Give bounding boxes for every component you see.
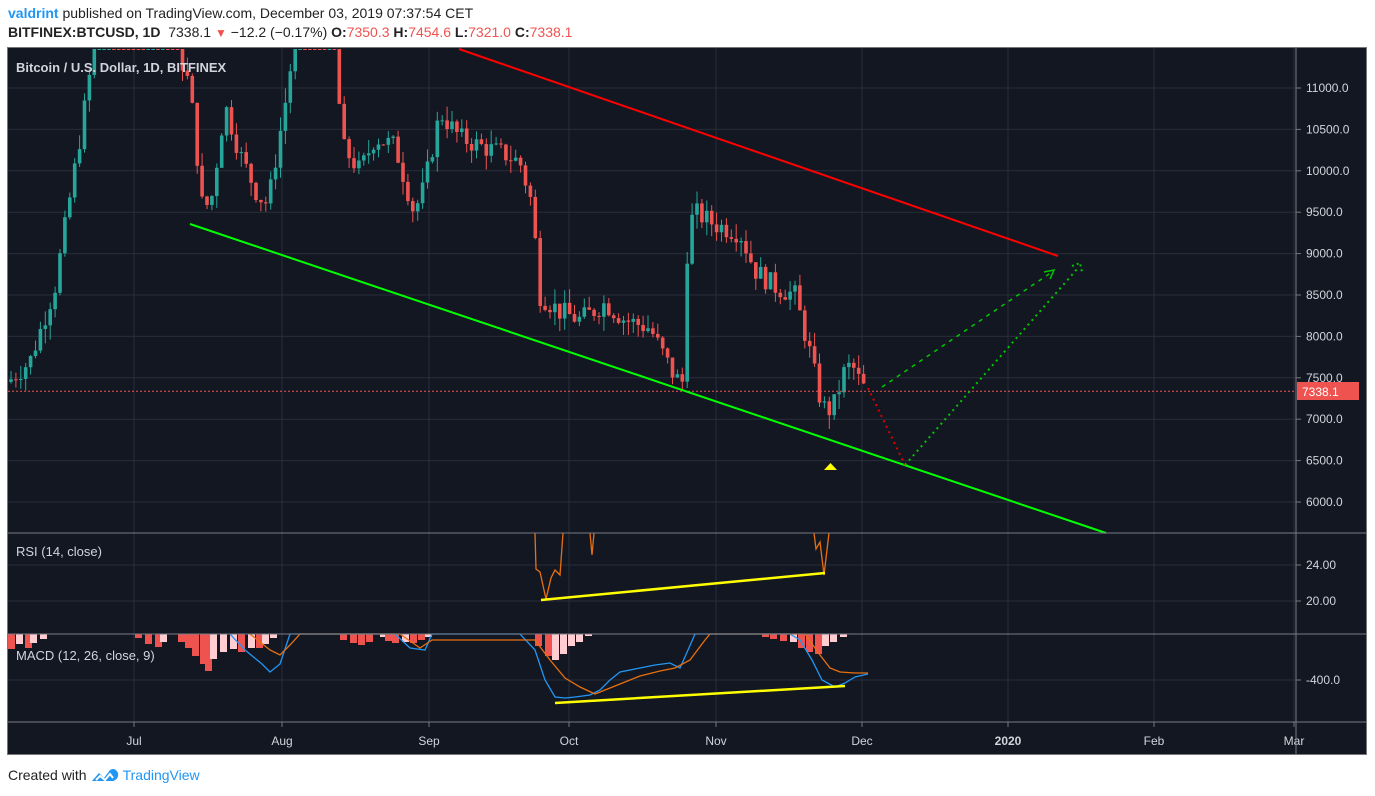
svg-text:2020: 2020 xyxy=(995,734,1022,748)
macd-title: MACD (12, 26, close, 9) xyxy=(16,648,155,663)
svg-text:6000.0: 6000.0 xyxy=(1306,495,1343,509)
symbol-info-bar: BITFINEX:BTCUSD, 1D 7338.1 ▼ −12.2 (−0.1… xyxy=(8,24,572,40)
svg-text:Dec: Dec xyxy=(851,734,872,748)
svg-text:Mar: Mar xyxy=(1284,734,1305,748)
axes: 11000.0 10500.0 10000.0 9500.0 9000.0 8500.0 8… xyxy=(8,48,1367,754)
footer: Created with TradingView xyxy=(8,767,200,783)
down-triangle-icon: ▼ xyxy=(214,26,227,40)
last-price: 7338.1 xyxy=(168,24,212,40)
author-link[interactable]: valdrint xyxy=(8,5,59,21)
low-label: L: xyxy=(454,24,469,40)
high-label: H: xyxy=(393,24,409,40)
svg-text:8500.0: 8500.0 xyxy=(1306,288,1343,302)
svg-text:-400.0: -400.0 xyxy=(1306,673,1340,687)
svg-text:Feb: Feb xyxy=(1144,734,1165,748)
svg-text:Sep: Sep xyxy=(418,734,440,748)
open-label: O: xyxy=(331,24,347,40)
macd-pane xyxy=(8,633,869,705)
grid-lines xyxy=(8,48,1296,722)
low-value: 7321.0 xyxy=(468,24,511,40)
tradingview-logo-icon xyxy=(91,769,118,782)
candlestick-series xyxy=(9,49,866,429)
chart-title: Bitcoin / U.S. Dollar, 1D, BITFINEX xyxy=(16,60,227,75)
svg-text:9000.0: 9000.0 xyxy=(1306,247,1343,261)
svg-text:Aug: Aug xyxy=(271,734,292,748)
svg-text:10000.0: 10000.0 xyxy=(1306,164,1350,178)
price-change: −12.2 (−0.17%) xyxy=(230,24,328,40)
svg-text:10500.0: 10500.0 xyxy=(1306,122,1350,136)
svg-text:11000.0: 11000.0 xyxy=(1306,81,1349,95)
svg-text:24.00: 24.00 xyxy=(1306,558,1336,572)
svg-text:Oct: Oct xyxy=(560,734,579,748)
rsi-title: RSI (14, close) xyxy=(16,544,102,559)
close-value: 7338.1 xyxy=(529,24,573,40)
last-price-badge: 7338.1 xyxy=(1297,382,1359,400)
svg-text:7500.0: 7500.0 xyxy=(1306,371,1343,385)
svg-text:6500.0: 6500.0 xyxy=(1306,454,1343,468)
high-value: 7454.6 xyxy=(408,24,452,40)
open-value: 7350.3 xyxy=(346,24,390,40)
symbol-label: BITFINEX:BTCUSD, 1D xyxy=(8,24,161,40)
rsi-pane xyxy=(534,532,830,602)
publish-info: valdrint published on TradingView.com, D… xyxy=(8,5,473,21)
svg-text:8000.0: 8000.0 xyxy=(1306,329,1343,343)
svg-text:Nov: Nov xyxy=(705,734,726,748)
published-text: published on TradingView.com, December 0… xyxy=(62,5,474,21)
last-price-label: 7338.1 xyxy=(1302,385,1339,399)
tradingview-link[interactable]: TradingView xyxy=(122,767,200,783)
close-label: C: xyxy=(514,24,530,40)
svg-text:20.00: 20.00 xyxy=(1306,594,1336,608)
svg-text:Jul: Jul xyxy=(126,734,141,748)
drawings-layer xyxy=(8,48,1296,534)
svg-text:9500.0: 9500.0 xyxy=(1306,205,1343,219)
created-with-text: Created with xyxy=(8,767,87,783)
svg-text:7000.0: 7000.0 xyxy=(1306,412,1343,426)
